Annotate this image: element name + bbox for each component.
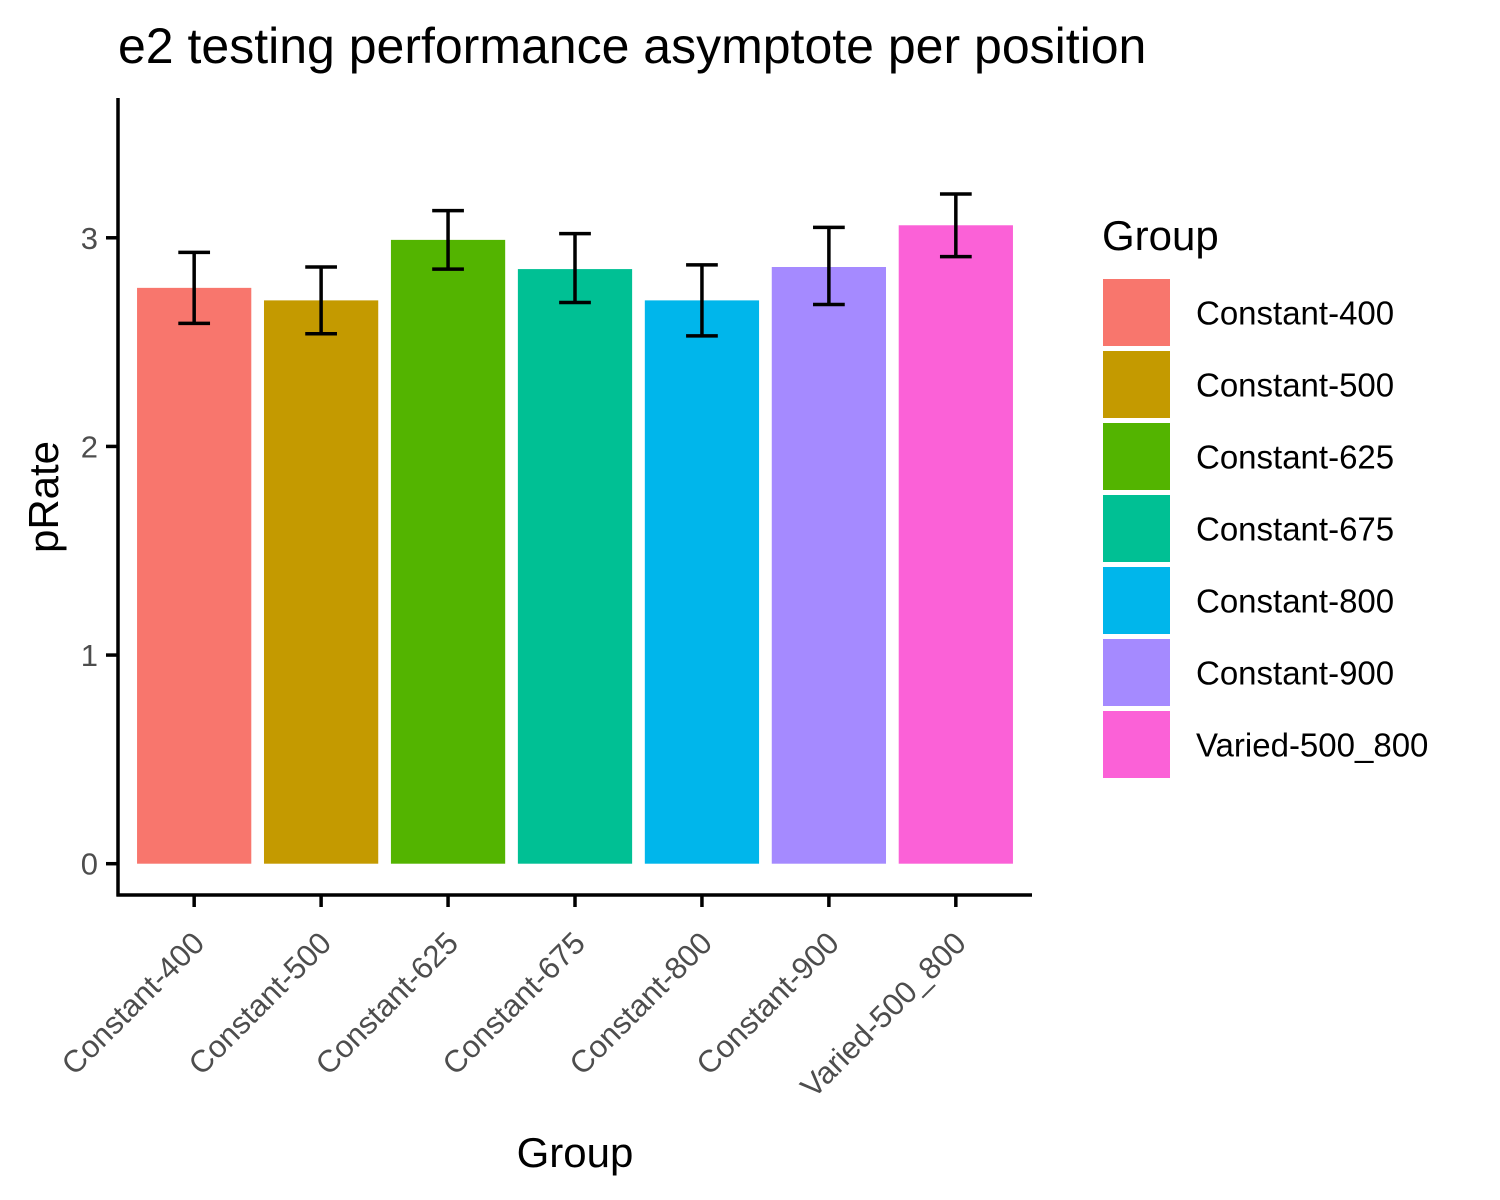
error-bars-group <box>178 192 972 338</box>
legend-title: Group <box>1102 212 1219 259</box>
legend-label: Constant-625 <box>1196 439 1394 476</box>
legend-label: Constant-900 <box>1196 655 1394 692</box>
legend-label: Constant-400 <box>1196 295 1394 332</box>
y-axis-title: pRate <box>20 441 67 553</box>
error-bar-constant-675 <box>559 231 591 305</box>
error-bar-constant-625 <box>432 208 464 271</box>
legend-key <box>1103 711 1170 778</box>
bar-constant-625 <box>390 239 506 864</box>
legend-item-constant-900: Constant-900 <box>1103 639 1394 706</box>
legend-label: Constant-800 <box>1196 583 1394 620</box>
error-bar-varied-500_800 <box>939 192 972 259</box>
legend-label: Constant-500 <box>1196 367 1394 404</box>
bar-constant-800 <box>644 300 760 864</box>
error-bar-constant-900 <box>813 225 845 307</box>
error-bar-constant-500 <box>305 265 337 336</box>
bar-varied-500_800 <box>898 225 1013 864</box>
legend-key <box>1103 279 1170 346</box>
x-axis: Constant-400Constant-500Constant-625Cons… <box>55 893 1032 1104</box>
legend-item-constant-625: Constant-625 <box>1103 423 1394 490</box>
y-tick-label: 3 <box>81 221 98 256</box>
error-bar-constant-400 <box>178 250 211 326</box>
y-axis: 0 1 2 3 <box>81 98 120 897</box>
legend-item-constant-800: Constant-800 <box>1103 567 1394 634</box>
legend-item-varied-500_800: Varied-500_800 <box>1103 711 1428 778</box>
chart-title: e2 testing performance asymptote per pos… <box>118 18 1146 74</box>
y-tick-label: 1 <box>81 638 98 673</box>
x-axis-title: Group <box>517 1129 634 1176</box>
legend-item-constant-500: Constant-500 <box>1103 351 1394 418</box>
legend-key <box>1103 423 1170 490</box>
legend-label: Constant-675 <box>1196 511 1394 548</box>
bar-constant-675 <box>517 269 633 864</box>
legend-label: Varied-500_800 <box>1196 727 1428 764</box>
bar-constant-500 <box>263 300 379 864</box>
y-tick-label: 2 <box>81 429 98 464</box>
bar-constant-900 <box>771 266 887 864</box>
legend-item-constant-675: Constant-675 <box>1103 495 1394 562</box>
legend-key <box>1103 351 1170 418</box>
bars-group <box>137 225 1013 864</box>
legend-key <box>1103 495 1170 562</box>
legend: Group Constant-400 Constant-500 Constant-6… <box>1102 212 1428 778</box>
bar-constant-400 <box>137 287 252 864</box>
legend-item-constant-400: Constant-400 <box>1103 279 1394 346</box>
y-tick-label: 0 <box>81 847 98 882</box>
error-bar-constant-800 <box>686 263 718 338</box>
legend-key <box>1103 567 1170 634</box>
legend-key <box>1103 639 1170 706</box>
